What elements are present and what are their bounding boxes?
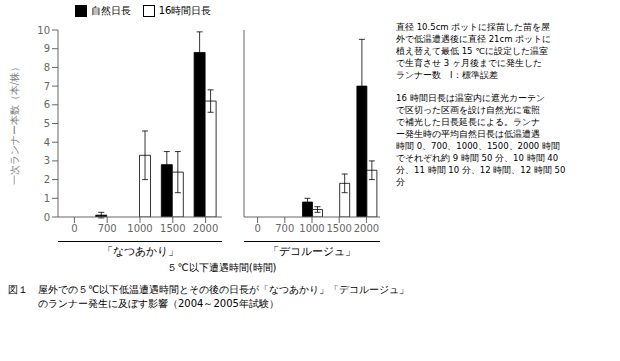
svg-text:1000: 1000 xyxy=(299,223,324,234)
svg-text:8: 8 xyxy=(44,62,50,73)
svg-text:700: 700 xyxy=(98,223,117,234)
html-text:「デコルージュ」: 「デコルージュ」 xyxy=(268,245,356,258)
svg-text:1500: 1500 xyxy=(160,223,185,234)
html-text:直径 10.5cm ポットに採苗した苗を屋 外で低温遭遇後に: 直径 10.5cm ポットに採苗した苗を屋 外で低温遭遇後に直径 21cm ポッ… xyxy=(396,22,566,187)
svg-text:5: 5 xyxy=(44,118,50,129)
svg-text:6: 6 xyxy=(44,99,50,110)
svg-text:1: 1 xyxy=(44,193,50,204)
html-text:「なつあかり」: 「なつあかり」 xyxy=(101,245,179,258)
svg-text:700: 700 xyxy=(275,223,294,234)
svg-text:1000: 1000 xyxy=(127,223,152,234)
html-text:図１ 屋外での５℃以下低温遭遇時間とその後の日長が「なつあか: 図１ 屋外での５℃以下低温遭遇時間とその後の日長が「なつあかり」「デコルージュ」… xyxy=(8,284,410,309)
html-text:５℃以下遭遇時間(時間): ５℃以下遭遇時間(時間) xyxy=(167,262,277,273)
svg-text:2000: 2000 xyxy=(193,223,218,234)
html-text:自然日長: 自然日長 xyxy=(90,5,131,16)
svg-text:2000: 2000 xyxy=(354,223,379,234)
html-text:16時間日長: 16時間日長 xyxy=(158,5,212,16)
svg-text:7: 7 xyxy=(44,81,50,92)
svg-text:9: 9 xyxy=(44,43,50,54)
svg-text:0: 0 xyxy=(44,212,50,223)
svg-text:3: 3 xyxy=(44,155,50,166)
svg-text:4: 4 xyxy=(44,137,50,148)
svg-text:2: 2 xyxy=(44,174,50,185)
svg-text:1500: 1500 xyxy=(326,223,351,234)
svg-text:一次ランナー本数（本/株）: 一次ランナー本数（本/株） xyxy=(9,62,20,185)
svg-text:10: 10 xyxy=(37,25,50,36)
svg-text:0: 0 xyxy=(71,223,77,234)
svg-text:0: 0 xyxy=(254,223,260,234)
